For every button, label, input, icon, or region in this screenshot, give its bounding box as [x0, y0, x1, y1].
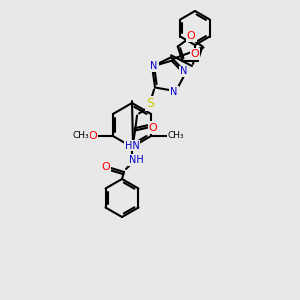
- Text: CH₃: CH₃: [168, 131, 184, 140]
- Text: S: S: [146, 97, 154, 110]
- Text: CH₃: CH₃: [73, 131, 89, 140]
- Text: O: O: [149, 122, 158, 133]
- Text: O: O: [190, 49, 200, 59]
- Text: N: N: [170, 87, 178, 97]
- Text: N: N: [150, 61, 158, 70]
- Text: N: N: [180, 67, 188, 76]
- Text: NH: NH: [129, 155, 143, 165]
- Text: O: O: [187, 31, 196, 40]
- Text: HN: HN: [125, 140, 140, 151]
- Text: O: O: [102, 162, 110, 172]
- Text: O: O: [88, 131, 97, 141]
